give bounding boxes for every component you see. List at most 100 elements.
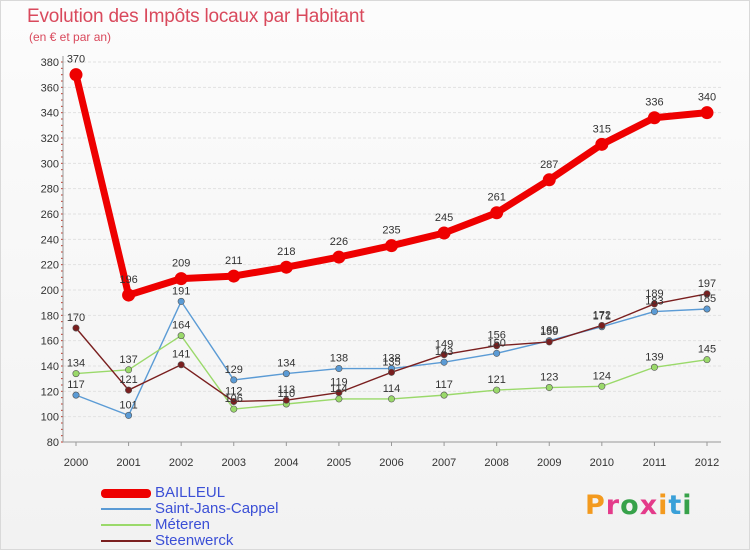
data-label: 189 [645, 288, 663, 300]
y-tick-label: 260 [41, 209, 59, 221]
data-label: 170 [67, 312, 85, 324]
data-label: 137 [119, 354, 137, 366]
data-point-steenwerck [282, 396, 290, 404]
x-tick-label: 2002 [169, 457, 193, 469]
data-point-bailleul [227, 269, 241, 283]
data-point-saint-jans-cappel [440, 358, 448, 366]
data-point-saint-jans-cappel [177, 297, 185, 305]
y-tick-label: 340 [41, 108, 59, 120]
data-label: 106 [225, 393, 243, 405]
data-label: 171 [593, 311, 611, 323]
chart-subtitle: (en € et par an) [29, 30, 112, 44]
data-point-bailleul [174, 272, 188, 286]
legend-label-saint-jans-cappel: Saint-Jans-Cappel [155, 500, 279, 517]
y-tick-label: 140 [41, 361, 59, 373]
data-label: 124 [593, 370, 611, 382]
data-point-bailleul [279, 260, 293, 274]
data-label: 172 [593, 309, 611, 321]
x-tick-label: 2009 [537, 457, 561, 469]
data-point-m-teren [545, 384, 553, 392]
data-label: 117 [435, 379, 453, 391]
y-tick-label: 300 [41, 158, 59, 170]
y-tick-label: 360 [41, 82, 59, 94]
data-label: 209 [172, 258, 190, 270]
legend-swatch-saint-jans-cappel [101, 508, 151, 510]
data-label: 370 [67, 54, 85, 66]
data-point-bailleul [385, 239, 398, 253]
data-point-steenwerck [598, 321, 606, 329]
data-point-m-teren [598, 382, 606, 390]
data-point-m-teren [335, 395, 343, 403]
axes: 80 100 120 140 160 180 200 220 240 260 280 300 320 34… [41, 56, 721, 469]
legend-item-steenwerck: Steenwerck [101, 533, 361, 549]
x-tick-label: 2004 [274, 457, 298, 469]
y-tick-label: 200 [41, 285, 59, 297]
data-point-bailleul [69, 68, 83, 82]
data-point-bailleul [332, 250, 346, 264]
legend-item-bailleul: BAILLEUL [101, 485, 361, 501]
data-point-m-teren [125, 366, 133, 374]
data-label: 129 [225, 364, 243, 376]
data-point-m-teren [230, 405, 238, 413]
data-labels: 370 196 209 211 218 226 235 245 261 287 315 336 340 1… [67, 54, 716, 412]
data-label: 114 [383, 383, 401, 395]
data-point-m-teren [387, 395, 395, 403]
legend-swatch-meteren [101, 524, 151, 526]
data-point-m-teren [650, 363, 658, 371]
data-point-saint-jans-cappel [703, 305, 711, 313]
data-label: 191 [172, 285, 190, 297]
data-label: 145 [698, 344, 716, 356]
data-label: 138 [330, 353, 348, 365]
data-point-saint-jans-cappel [72, 391, 80, 399]
data-label: 218 [277, 246, 295, 258]
x-tick-label: 2001 [116, 457, 140, 469]
y-tick-label: 100 [41, 412, 59, 424]
data-label: 197 [698, 278, 716, 290]
data-point-saint-jans-cappel [282, 370, 290, 378]
data-point-saint-jans-cappel [493, 349, 501, 357]
data-point-steenwerck [703, 290, 711, 298]
logo-letter: i [658, 490, 669, 521]
data-label: 117 [67, 379, 85, 391]
series-line-bailleul [72, 71, 711, 299]
x-tick-label: 2000 [64, 457, 88, 469]
data-label: 340 [698, 92, 716, 104]
x-tick-label: 2008 [484, 457, 508, 469]
y-tick-label: 160 [41, 336, 59, 348]
data-point-bailleul [122, 288, 136, 302]
data-point-steenwerck [72, 324, 80, 332]
legend-item-saint-jans-cappel: Saint-Jans-Cappel [101, 501, 361, 517]
data-label: 149 [435, 339, 453, 351]
data-point-steenwerck [650, 300, 658, 308]
data-label: 134 [277, 358, 295, 370]
data-point-bailleul [437, 226, 451, 240]
data-label: 141 [172, 349, 190, 361]
data-label: 261 [487, 192, 505, 204]
data-label: 183 [645, 296, 663, 308]
data-label: 196 [119, 274, 137, 286]
data-point-steenwerck [177, 361, 185, 369]
chart-title: Evolution des Impôts locaux par Habitant [27, 6, 365, 27]
data-label: 156 [487, 330, 505, 342]
data-point-steenwerck [230, 397, 238, 405]
data-label: 121 [487, 374, 505, 386]
legend-swatch-bailleul [101, 489, 151, 498]
data-label: 336 [645, 97, 663, 109]
y-tick-label: 120 [41, 386, 59, 398]
data-label: 134 [67, 358, 85, 370]
data-point-m-teren [493, 386, 501, 394]
data-label: 160 [540, 325, 558, 337]
logo-letter: o [620, 490, 640, 521]
data-label: 150 [487, 337, 505, 349]
data-label: 235 [382, 225, 400, 237]
data-label: 185 [698, 293, 716, 305]
data-point-steenwerck [335, 389, 343, 397]
data-point-bailleul [595, 137, 609, 151]
legend-label-bailleul: BAILLEUL [155, 484, 226, 501]
legend: BAILLEUL Saint-Jans-Cappel Méteren Steen… [101, 485, 361, 549]
data-label: 245 [435, 212, 453, 224]
data-label: 101 [119, 399, 137, 411]
data-label: 164 [172, 320, 190, 332]
data-point-saint-jans-cappel [650, 308, 658, 316]
